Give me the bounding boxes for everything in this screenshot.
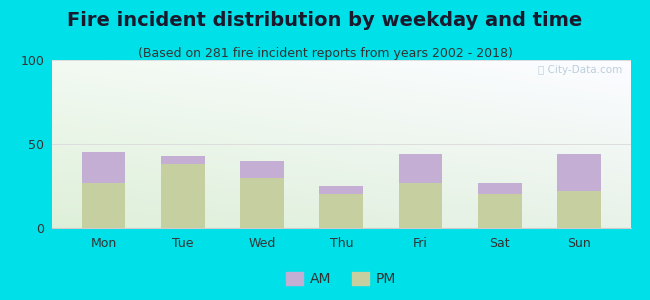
Bar bbox=[161, 156, 205, 164]
Bar bbox=[398, 183, 442, 228]
Bar bbox=[398, 154, 442, 183]
Bar bbox=[478, 194, 521, 228]
Bar bbox=[319, 194, 363, 228]
Bar bbox=[161, 164, 205, 228]
Text: Fire incident distribution by weekday and time: Fire incident distribution by weekday an… bbox=[68, 11, 582, 29]
Text: (Based on 281 fire incident reports from years 2002 - 2018): (Based on 281 fire incident reports from… bbox=[138, 46, 512, 59]
Bar bbox=[82, 152, 125, 183]
Bar bbox=[82, 183, 125, 228]
Bar bbox=[240, 161, 284, 178]
Bar bbox=[240, 178, 284, 228]
Bar bbox=[557, 191, 601, 228]
Text: Ⓢ City-Data.com: Ⓢ City-Data.com bbox=[538, 65, 622, 75]
Bar bbox=[319, 186, 363, 194]
Bar bbox=[557, 154, 601, 191]
Legend: AM, PM: AM, PM bbox=[281, 266, 402, 292]
Bar bbox=[478, 183, 521, 194]
